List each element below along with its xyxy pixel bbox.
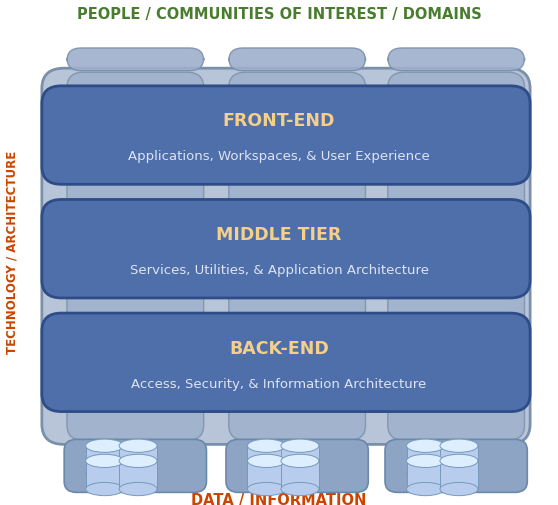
Text: BACK-END: BACK-END bbox=[229, 339, 329, 358]
FancyBboxPatch shape bbox=[385, 439, 527, 492]
Bar bbox=[281, 461, 319, 489]
Ellipse shape bbox=[281, 482, 319, 496]
Text: Applications, Workspaces, & User Experience: Applications, Workspaces, & User Experie… bbox=[128, 150, 430, 163]
FancyBboxPatch shape bbox=[64, 439, 206, 492]
Bar bbox=[248, 461, 286, 489]
FancyBboxPatch shape bbox=[67, 442, 204, 465]
FancyBboxPatch shape bbox=[226, 439, 368, 492]
Ellipse shape bbox=[86, 439, 124, 452]
Ellipse shape bbox=[406, 467, 444, 481]
Bar bbox=[119, 446, 157, 474]
FancyBboxPatch shape bbox=[67, 48, 204, 71]
Text: Access, Security, & Information Architecture: Access, Security, & Information Architec… bbox=[131, 378, 427, 390]
Bar bbox=[440, 446, 478, 474]
Ellipse shape bbox=[440, 482, 478, 496]
Text: FRONT-END: FRONT-END bbox=[223, 112, 335, 130]
Bar bbox=[406, 446, 444, 474]
Bar bbox=[248, 446, 286, 474]
Text: PEOPLE / COMMUNITIES OF INTEREST / DOMAINS: PEOPLE / COMMUNITIES OF INTEREST / DOMAI… bbox=[76, 7, 482, 22]
Ellipse shape bbox=[247, 482, 285, 496]
Text: TECHNOLOGY / ARCHITECTURE: TECHNOLOGY / ARCHITECTURE bbox=[6, 151, 19, 354]
Ellipse shape bbox=[406, 454, 444, 468]
FancyBboxPatch shape bbox=[67, 72, 204, 440]
Ellipse shape bbox=[86, 467, 124, 481]
Ellipse shape bbox=[281, 467, 319, 481]
Ellipse shape bbox=[247, 467, 285, 481]
Text: Services, Utilities, & Application Architecture: Services, Utilities, & Application Archi… bbox=[129, 264, 429, 277]
Ellipse shape bbox=[119, 454, 157, 468]
FancyBboxPatch shape bbox=[229, 72, 365, 440]
Ellipse shape bbox=[440, 454, 478, 468]
Text: DATA / INFORMATION: DATA / INFORMATION bbox=[191, 493, 367, 505]
Ellipse shape bbox=[406, 439, 444, 452]
Bar bbox=[86, 461, 124, 489]
Bar bbox=[440, 461, 478, 489]
Ellipse shape bbox=[119, 482, 157, 496]
Ellipse shape bbox=[247, 439, 285, 452]
FancyBboxPatch shape bbox=[42, 86, 530, 184]
FancyBboxPatch shape bbox=[388, 72, 525, 440]
Ellipse shape bbox=[440, 439, 478, 452]
Text: MIDDLE TIER: MIDDLE TIER bbox=[217, 226, 341, 244]
FancyBboxPatch shape bbox=[229, 442, 365, 465]
Ellipse shape bbox=[119, 439, 157, 452]
FancyBboxPatch shape bbox=[42, 313, 530, 412]
Ellipse shape bbox=[281, 454, 319, 468]
FancyBboxPatch shape bbox=[388, 48, 525, 71]
Ellipse shape bbox=[119, 467, 157, 481]
FancyBboxPatch shape bbox=[229, 48, 365, 71]
Ellipse shape bbox=[440, 467, 478, 481]
FancyBboxPatch shape bbox=[42, 68, 530, 444]
Bar bbox=[86, 446, 124, 474]
FancyBboxPatch shape bbox=[42, 199, 530, 298]
Ellipse shape bbox=[86, 454, 124, 468]
Ellipse shape bbox=[406, 482, 444, 496]
Bar bbox=[281, 446, 319, 474]
Ellipse shape bbox=[247, 454, 285, 468]
Bar bbox=[119, 461, 157, 489]
Bar bbox=[406, 461, 444, 489]
Ellipse shape bbox=[86, 482, 124, 496]
Ellipse shape bbox=[281, 439, 319, 452]
FancyBboxPatch shape bbox=[388, 442, 525, 465]
